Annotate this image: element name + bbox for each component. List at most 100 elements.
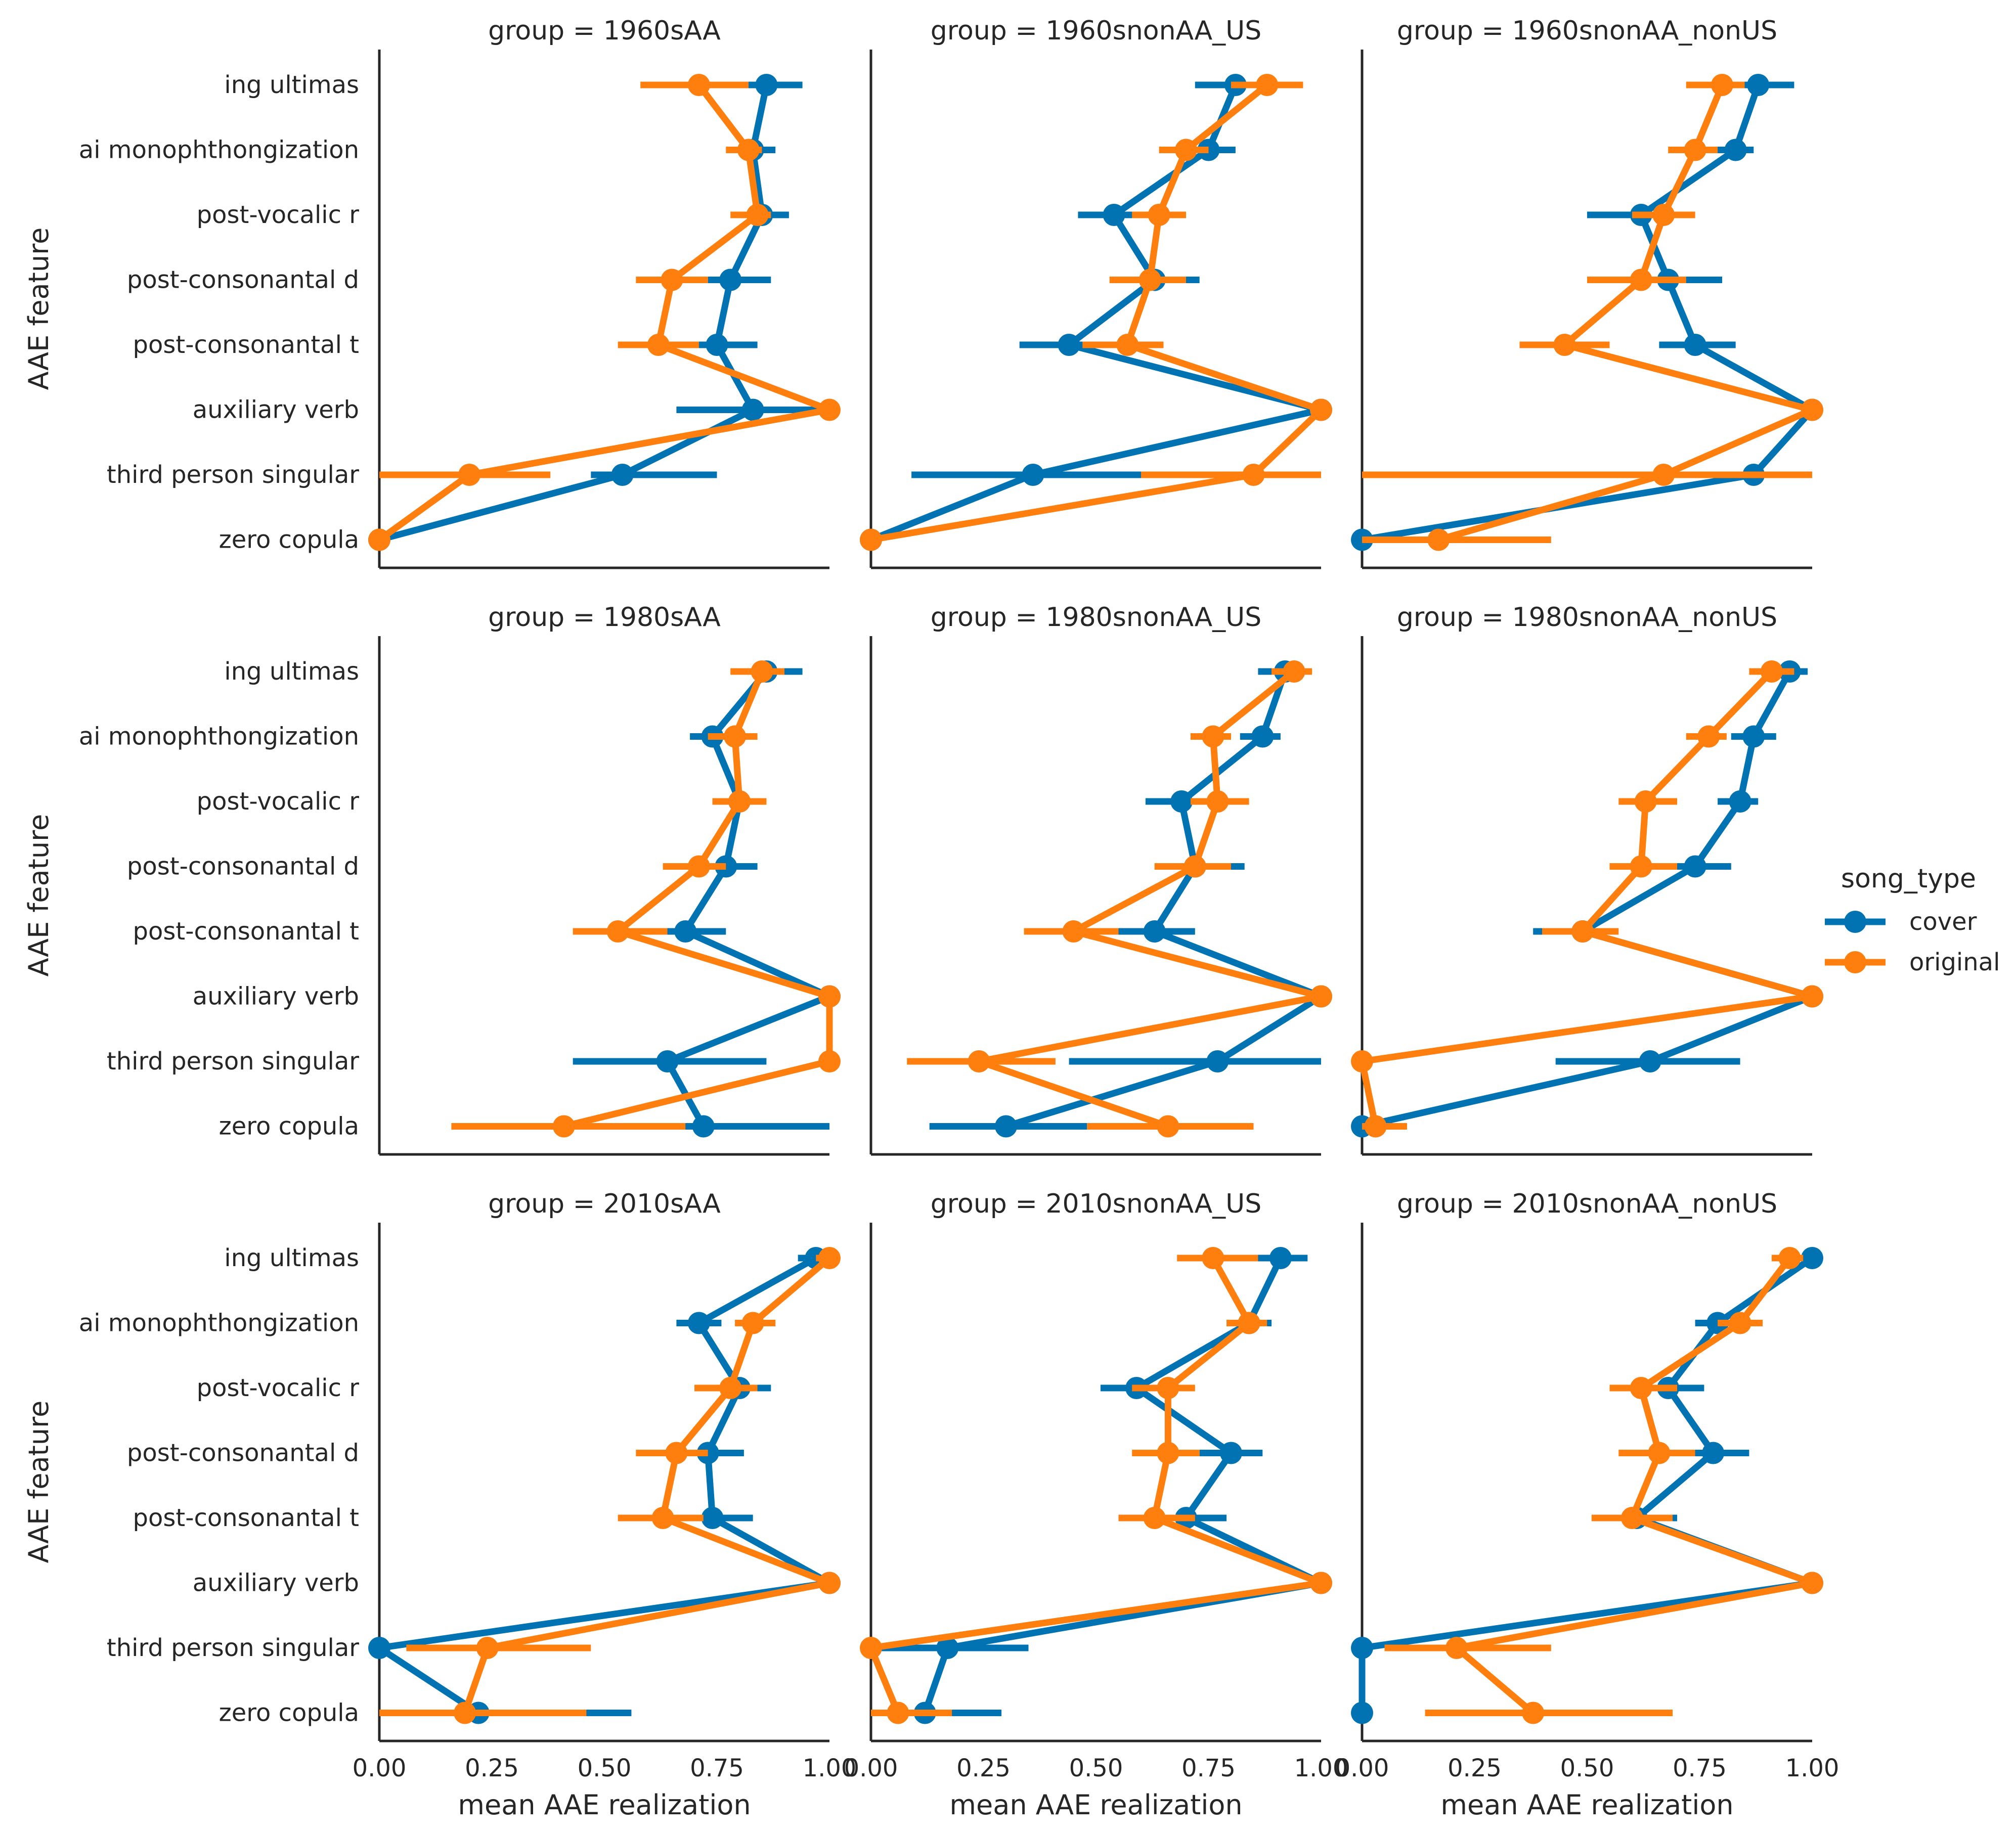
data-point <box>647 334 670 356</box>
x-tick-label: 0.25 <box>1448 1754 1502 1782</box>
panel-title: group = 1980sAA <box>488 602 721 633</box>
y-tick-label: ing ultimas <box>224 1244 359 1272</box>
data-point <box>1116 334 1139 356</box>
panel-title: group = 2010sAA <box>488 1189 721 1219</box>
data-point <box>1206 1050 1229 1072</box>
x-tick-label: 0.00 <box>1335 1754 1389 1782</box>
data-point <box>818 985 841 1008</box>
data-point <box>368 528 390 551</box>
series-line <box>867 1256 1325 1714</box>
data-point <box>661 269 683 291</box>
series-line <box>1358 669 1816 1127</box>
y-tick-label: ai monophthongization <box>79 723 359 751</box>
data-point <box>687 855 710 878</box>
series-line <box>870 82 1325 543</box>
data-point <box>1148 204 1170 226</box>
data-point <box>728 790 751 813</box>
series-original <box>1351 660 1823 1138</box>
data-point <box>674 920 697 943</box>
panel-1: group = 1960sAA ing ultimas ai monophthong… <box>23 16 841 569</box>
data-point <box>818 1050 841 1072</box>
data-point <box>860 528 882 551</box>
data-point <box>1157 1442 1179 1464</box>
data-point <box>1364 1115 1387 1138</box>
y-tick-label: ai monophthongization <box>79 136 359 164</box>
y-tick-label: post-consonantal d <box>127 853 359 881</box>
data-point <box>656 1050 679 1072</box>
data-point <box>1256 74 1279 96</box>
y-axis-label: AAE feature <box>23 1401 55 1563</box>
panel-4: group = 1980sAA ing ultimas ai monophthong… <box>23 602 841 1156</box>
data-point <box>1652 204 1675 226</box>
data-point <box>706 334 728 356</box>
data-point <box>1184 855 1206 878</box>
data-point <box>1058 334 1080 356</box>
data-point <box>1157 1377 1179 1399</box>
data-point <box>936 1637 959 1659</box>
data-point <box>1220 1442 1242 1464</box>
data-point <box>1711 74 1733 96</box>
data-point <box>818 1572 841 1594</box>
data-point <box>1801 985 1823 1008</box>
legend-marker <box>1844 951 1866 973</box>
panel-2: group = 1960snonAA_US <box>860 16 1332 569</box>
data-point <box>741 398 764 421</box>
data-point <box>1445 1637 1468 1659</box>
data-point <box>1760 660 1783 683</box>
data-point <box>1269 1247 1292 1269</box>
data-point <box>1022 464 1044 486</box>
data-point <box>1251 725 1274 748</box>
data-point <box>741 1312 764 1334</box>
panel-9: group = 2010snonAA_nonUS 0.00 0.25 0.50 0.75… <box>1335 1189 1839 1821</box>
data-point <box>1522 1702 1545 1724</box>
legend-title: song_type <box>1841 864 1976 894</box>
x-tick-label: 0.00 <box>353 1754 407 1782</box>
series-cover <box>1351 74 1823 551</box>
data-point <box>1427 528 1450 551</box>
data-point <box>818 1247 841 1269</box>
x-tick-label: 0.50 <box>1069 1754 1123 1782</box>
y-tick-label: post-vocalic r <box>197 1374 360 1402</box>
x-axis-label: mean AAE realization <box>1440 1789 1733 1821</box>
data-point <box>1062 920 1085 943</box>
data-point <box>860 1637 882 1659</box>
data-point <box>701 1507 724 1529</box>
data-point <box>1724 139 1747 161</box>
panel-6: group = 1980snonAA_nonUS <box>1351 602 1823 1156</box>
series-line <box>376 1255 833 1716</box>
y-tick-label: third person singular <box>107 461 359 489</box>
series-original <box>860 1247 1332 1724</box>
data-point <box>1143 920 1166 943</box>
series-original <box>1384 1247 1823 1724</box>
series-cover <box>368 1247 841 1724</box>
panel-7: group = 2010sAA ing ultimas ai monophthong… <box>23 1189 856 1821</box>
series-original <box>451 660 841 1138</box>
data-point <box>1729 1312 1751 1334</box>
series-cover <box>1351 660 1823 1138</box>
series-original <box>860 74 1332 551</box>
data-point <box>1747 74 1770 96</box>
data-point <box>751 660 773 683</box>
series-line <box>1005 670 1325 1130</box>
x-tick-label: 0.75 <box>1181 1754 1236 1782</box>
legend-marker <box>1844 911 1866 933</box>
data-point <box>968 1050 990 1072</box>
series-line <box>1361 83 1816 543</box>
x-tick-label: 0.00 <box>844 1754 898 1782</box>
series-line <box>1437 83 1816 543</box>
series-line <box>664 669 833 1128</box>
x-tick-label: 0.50 <box>1560 1754 1614 1782</box>
legend-label: cover <box>1909 908 1977 936</box>
data-point <box>1143 1507 1166 1529</box>
data-point <box>1630 855 1652 878</box>
data-point <box>1310 985 1332 1008</box>
panel-title: group = 2010snonAA_US <box>931 1189 1261 1219</box>
data-point <box>1729 790 1751 813</box>
panel-title: group = 1960snonAA_US <box>931 16 1261 46</box>
series-original <box>368 74 841 551</box>
data-point <box>737 139 760 161</box>
data-point <box>1702 1442 1725 1464</box>
data-point <box>1684 139 1706 161</box>
data-point <box>1283 660 1305 683</box>
y-tick-label: post-vocalic r <box>197 787 360 816</box>
